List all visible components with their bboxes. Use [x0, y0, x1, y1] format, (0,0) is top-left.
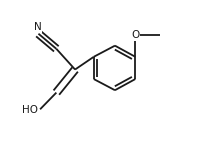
- Text: O: O: [131, 30, 139, 40]
- Text: N: N: [34, 22, 42, 32]
- Text: HO: HO: [22, 105, 38, 115]
